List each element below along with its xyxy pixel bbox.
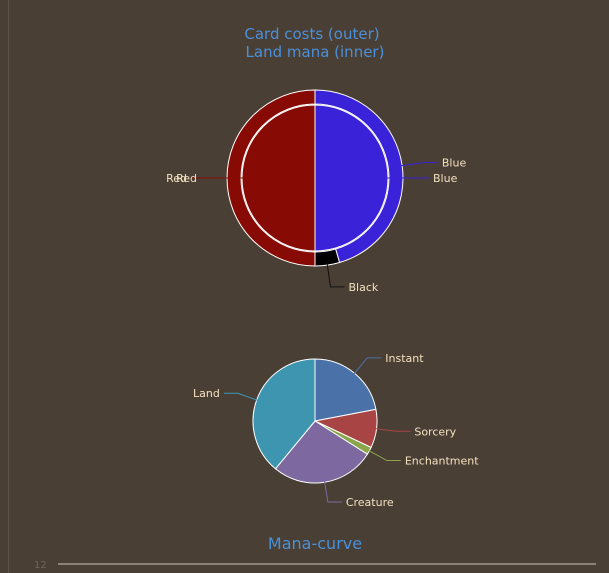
mana-connector-land [223, 392, 259, 402]
chart-panel [8, 0, 609, 573]
outer-label-blue: Blue [442, 157, 467, 170]
page-number: 12 [34, 560, 47, 571]
mana-connector-enchantment [367, 449, 401, 462]
inner-label-red: Red [176, 172, 197, 185]
mana-connector-sorcery [374, 428, 411, 432]
outer-connector-black [326, 263, 345, 288]
mana-connector-instant [352, 357, 382, 376]
mana-label-sorcery: Sorcery [414, 425, 456, 438]
mana-label-enchantment: Enchantment [405, 455, 479, 468]
outer-label-red: Red [166, 172, 187, 185]
mana-curve-pie: Instant Sorcery Enchantment Creature Land [193, 352, 479, 509]
mana-label-creature: Creature [346, 496, 394, 509]
outer-connector-blue [400, 162, 438, 167]
outer-slice-red [226, 89, 316, 267]
mana-connector-creature [323, 480, 342, 503]
mana-label-land: Land [193, 387, 220, 400]
outer-label-black: Black [348, 281, 378, 294]
mana-curve-title: Mana-curve [268, 534, 362, 553]
inner-label-blue: Blue [433, 172, 458, 185]
chart-title: Card costs (outer) [244, 25, 379, 43]
card-costs-donut: Blue Black Red Blue Red [166, 89, 467, 294]
mana-label-instant: Instant [385, 352, 424, 365]
chart-subtitle: Land mana (inner) [246, 43, 385, 61]
